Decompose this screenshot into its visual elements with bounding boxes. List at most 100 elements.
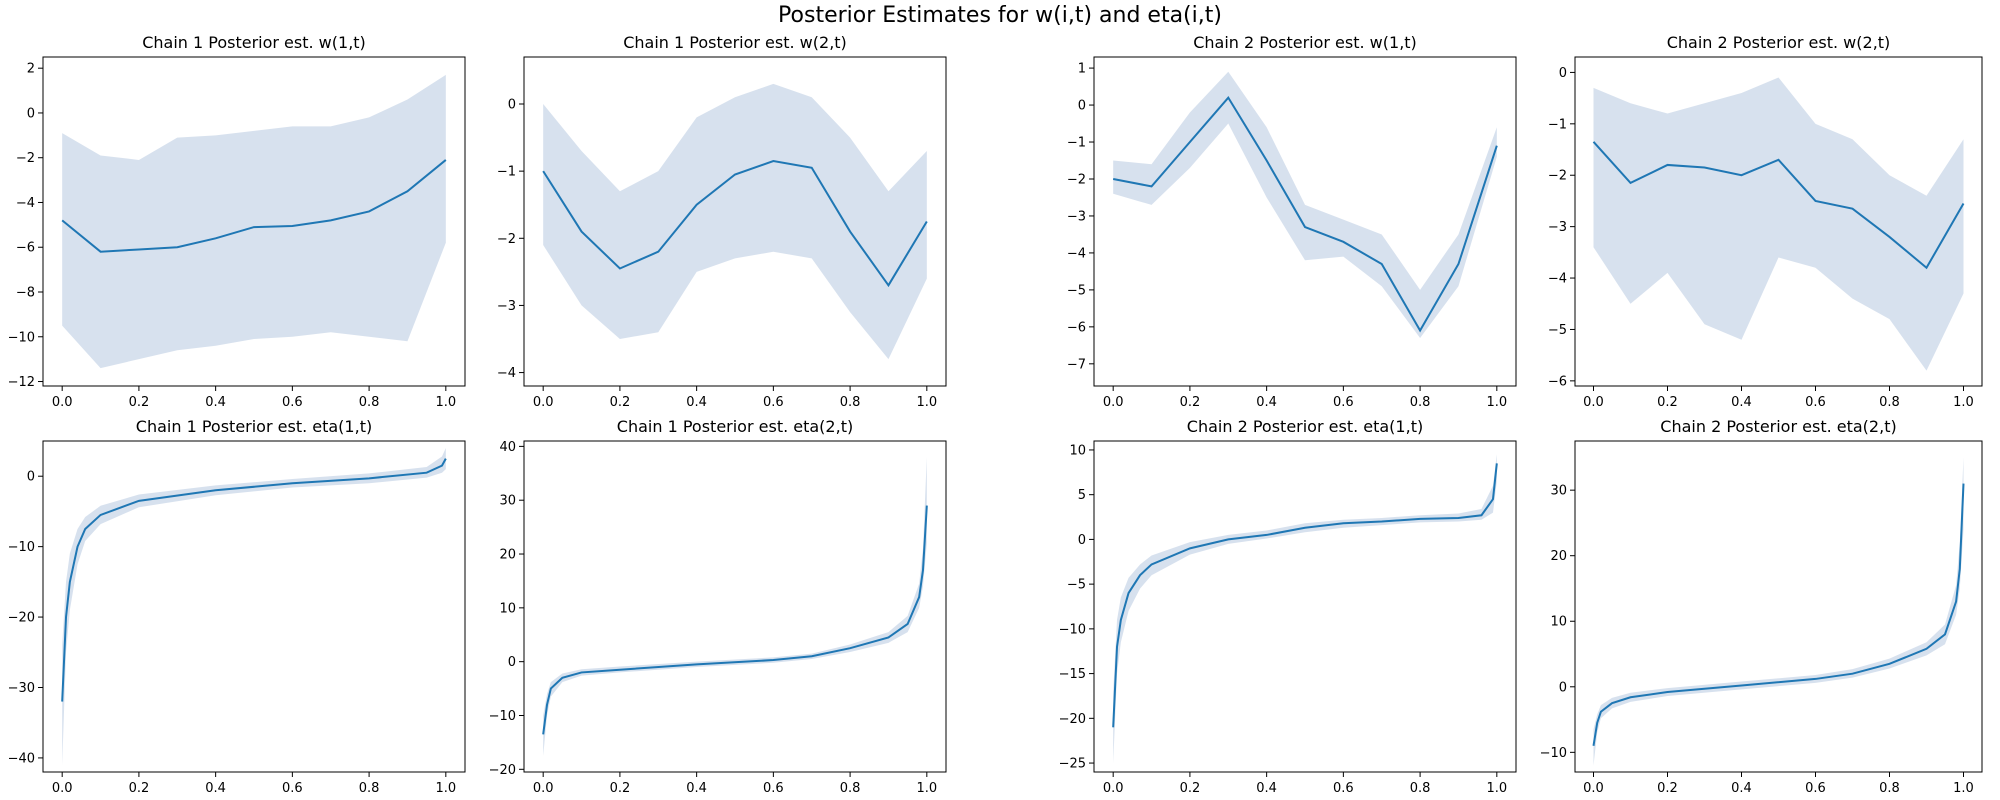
x-tick-label: 0.4 [1256,781,1277,796]
x-tick-label: 0.2 [610,395,631,410]
x-tick-label: 0.0 [1583,781,1604,796]
y-tick-label: −1 [1548,117,1567,132]
x-tick-label: 0.0 [533,395,554,410]
posterior-mean-line [542,505,928,735]
axes-frame [523,56,947,387]
y-tick-label: −4 [1548,272,1567,287]
x-tick-label: 0.0 [1583,395,1604,410]
y-tick-label: −2 [1548,169,1567,184]
x-tick-label: 0.6 [1805,781,1826,796]
subplot-title: Chain 1 Posterior est. w(1,t) [142,33,366,52]
x-tick-label: 0.4 [1256,395,1277,410]
subplot-c2-w2: Chain 2 Posterior est. w(2,t) 0.0 0.2 0.4 0.… [1548,33,1983,410]
y-tick-label: −5 [1548,323,1567,338]
x-tick-label: 0.2 [610,781,631,796]
x-tick-label: 0.6 [282,395,303,410]
subplot-title: Chain 2 Posterior est. eta(1,t) [1187,417,1423,436]
posterior-mean-line [1112,95,1498,333]
figure-suptitle: Posterior Estimates for w(i,t) and eta(i… [778,3,1222,28]
y-tick-label: 20 [499,548,516,563]
y-tick-label: −2 [1067,172,1086,187]
subplot-title: Chain 2 Posterior est. eta(2,t) [1660,417,1896,436]
y-tick-label: −3 [1548,220,1567,235]
y-tick-label: −7 [1067,357,1086,372]
x-tick-label: 1.0 [1486,781,1507,796]
y-tick-label: −10 [1059,622,1086,637]
y-tick-label: −1 [497,165,516,180]
y-tick-label: 0 [27,106,35,121]
credible-band [543,83,927,360]
y-tick-label: 30 [1550,484,1567,499]
y-tick-label: 10 [1550,615,1567,630]
y-tick-label: −5 [1067,578,1086,593]
subplot-title: Chain 1 Posterior est. w(2,t) [623,33,847,52]
x-tick-label: 0.0 [1103,395,1124,410]
x-tick-label: 0.2 [1180,781,1201,796]
y-tick-label: −4 [16,196,35,211]
y-tick-label: 10 [1069,443,1086,458]
subplot-title: Chain 2 Posterior est. w(1,t) [1193,33,1417,52]
x-tick-label: 0.8 [840,395,861,410]
axes-frame [1574,440,1983,773]
y-tick-label: 1 [1078,62,1086,77]
credible-band [1113,454,1497,764]
subplot-c2-eta2: Chain 2 Posterior est. eta(2,t) 0.0 0.2 0.4… [1540,417,1983,796]
y-tick-label: −1 [1067,136,1086,151]
credible-band [1593,77,1964,371]
y-tick-label: −20 [489,763,516,778]
x-tick-label: 0.4 [686,395,707,410]
credible-band [1113,71,1497,338]
y-tick-label: −3 [497,299,516,314]
x-tick-label: 0.8 [1410,395,1431,410]
credible-band [543,457,927,756]
y-tick-label: 5 [1078,488,1086,503]
posterior-mean-line [1112,463,1498,728]
y-tick-label: −2 [16,151,35,166]
y-tick-label: −10 [8,540,35,555]
x-tick-label: 0.6 [1333,395,1354,410]
x-tick-label: 0.4 [205,781,226,796]
y-tick-label: 0 [1559,680,1567,695]
x-tick-label: 0.6 [1333,781,1354,796]
credible-band [1593,457,1964,766]
x-tick-label: 0.6 [763,781,784,796]
axes-frame [523,440,947,773]
y-tick-label: −8 [16,286,35,301]
y-tick-label: 10 [499,601,516,616]
x-tick-label: 1.0 [1953,781,1974,796]
x-tick-label: 1.0 [435,395,456,410]
subplot-title: Chain 1 Posterior est. eta(1,t) [136,417,372,436]
subplot-c1-w1: Chain 1 Posterior est. w(1,t) 0.0 0.2 0.4 0.… [8,33,466,410]
x-tick-label: 0.4 [686,781,707,796]
x-tick-label: 0.6 [763,395,784,410]
x-tick-label: 0.2 [129,781,150,796]
axes-frame [1574,56,1983,387]
x-tick-label: 0.0 [1103,781,1124,796]
x-tick-label: 1.0 [916,395,937,410]
y-tick-label: −12 [8,375,35,390]
credible-band [62,448,446,765]
y-tick-label: −6 [1548,374,1567,389]
y-tick-label: −30 [8,681,35,696]
posterior-mean-line [1592,141,1965,270]
posterior-mean-line [1592,483,1965,746]
y-tick-label: −4 [497,366,516,381]
subplot-c2-eta1: Chain 2 Posterior est. eta(1,t) 0.0 0.2 0.4… [1059,417,1517,796]
y-tick-label: −15 [1059,667,1086,682]
y-tick-label: −10 [1540,746,1567,761]
x-tick-label: 0.0 [533,781,554,796]
y-tick-label: −5 [1067,283,1086,298]
subplot-c1-w2: Chain 1 Posterior est. w(2,t) 0.0 0.2 0.4 0.… [497,33,947,410]
x-tick-label: 0.4 [1731,781,1752,796]
x-tick-label: 0.8 [1879,395,1900,410]
y-tick-label: 0 [1078,533,1086,548]
subplot-grid: Chain 1 Posterior est. w(1,t) 0.0 0.2 0.4 0.… [8,33,1983,796]
subplot-c2-w1: Chain 2 Posterior est. w(1,t) 0.0 0.2 0.4 0.… [1067,33,1517,410]
y-tick-label: 0 [508,98,516,113]
axes-frame [42,440,466,773]
x-tick-label: 0.2 [1657,395,1678,410]
subplot-c1-eta1: Chain 1 Posterior est. eta(1,t) 0.0 0.2 0.4… [8,417,466,796]
y-tick-label: −20 [8,611,35,626]
x-tick-label: 0.6 [1805,395,1826,410]
x-tick-label: 0.2 [1180,395,1201,410]
